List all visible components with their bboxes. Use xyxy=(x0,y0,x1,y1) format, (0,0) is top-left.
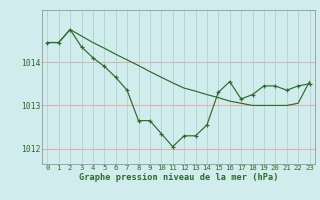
X-axis label: Graphe pression niveau de la mer (hPa): Graphe pression niveau de la mer (hPa) xyxy=(79,173,278,182)
